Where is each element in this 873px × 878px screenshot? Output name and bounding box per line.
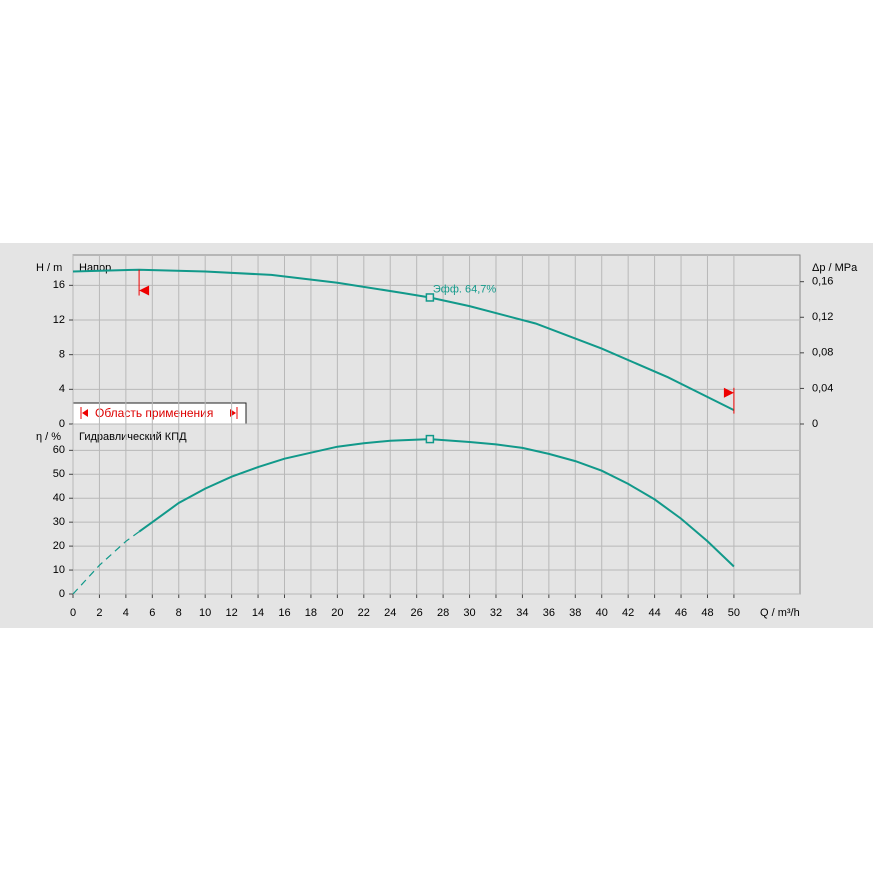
x-tick-label: 12 bbox=[225, 607, 237, 619]
curve bbox=[72, 268, 735, 411]
x-axis-title: Q / m³/h bbox=[760, 607, 800, 619]
bep-marker bbox=[425, 293, 435, 302]
x-tick-label: 46 bbox=[675, 607, 687, 619]
y2-tick-label: 0,08 bbox=[812, 347, 833, 359]
x-tick-label: 24 bbox=[384, 607, 396, 619]
y-tick-label: 60 bbox=[53, 444, 65, 456]
x-tick-label: 32 bbox=[490, 607, 502, 619]
y2-tick-label: 0,04 bbox=[812, 382, 833, 394]
x-tick-label: 42 bbox=[622, 607, 634, 619]
x-tick-label: 44 bbox=[648, 607, 660, 619]
x-tick-label: 40 bbox=[596, 607, 608, 619]
y-axis-title: η / % bbox=[36, 431, 61, 443]
x-tick-label: 30 bbox=[463, 607, 475, 619]
x-tick-label: 2 bbox=[96, 607, 102, 619]
x-tick-label: 26 bbox=[411, 607, 423, 619]
x-tick-label: 34 bbox=[516, 607, 528, 619]
x-tick-label: 6 bbox=[149, 607, 155, 619]
y-tick-label: 0 bbox=[59, 418, 65, 430]
x-tick-label: 8 bbox=[176, 607, 182, 619]
y-tick-label: 12 bbox=[53, 314, 65, 326]
y-tick-label: 4 bbox=[59, 383, 65, 395]
y-tick-label: 10 bbox=[53, 564, 65, 576]
range-label: Область применения bbox=[95, 406, 213, 420]
x-tick-label: 22 bbox=[358, 607, 370, 619]
x-tick-label: 10 bbox=[199, 607, 211, 619]
y-tick-label: 50 bbox=[53, 468, 65, 480]
y2-tick-label: 0,16 bbox=[812, 276, 833, 288]
y-tick-label: 20 bbox=[53, 540, 65, 552]
x-tick-label: 50 bbox=[728, 607, 740, 619]
x-tick-label: 18 bbox=[305, 607, 317, 619]
x-tick-label: 0 bbox=[70, 607, 76, 619]
y-tick-label: 8 bbox=[59, 349, 65, 361]
y-tick-label: 0 bbox=[59, 588, 65, 600]
x-tick-label: 28 bbox=[437, 607, 449, 619]
bep-label: Эфф. 64,7% bbox=[433, 283, 497, 295]
y2-axis-title: Δp / MPa bbox=[812, 262, 858, 274]
x-tick-label: 48 bbox=[701, 607, 713, 619]
panel-label: Гидравлический КПД bbox=[79, 431, 187, 443]
y-axis-title: H / m bbox=[36, 262, 62, 274]
x-tick-label: 14 bbox=[252, 607, 264, 619]
bep-marker bbox=[425, 434, 435, 444]
x-tick-label: 4 bbox=[123, 607, 129, 619]
y-tick-label: 40 bbox=[53, 492, 65, 504]
range-flag bbox=[723, 387, 734, 398]
x-tick-label: 36 bbox=[543, 607, 555, 619]
y2-tick-label: 0 bbox=[812, 418, 818, 430]
x-tick-label: 20 bbox=[331, 607, 343, 619]
range-flag bbox=[139, 285, 150, 296]
y2-tick-label: 0,12 bbox=[812, 311, 833, 323]
y-tick-label: 30 bbox=[53, 516, 65, 528]
x-tick-label: 16 bbox=[278, 607, 290, 619]
y-tick-label: 16 bbox=[53, 279, 65, 291]
x-tick-label: 38 bbox=[569, 607, 581, 619]
